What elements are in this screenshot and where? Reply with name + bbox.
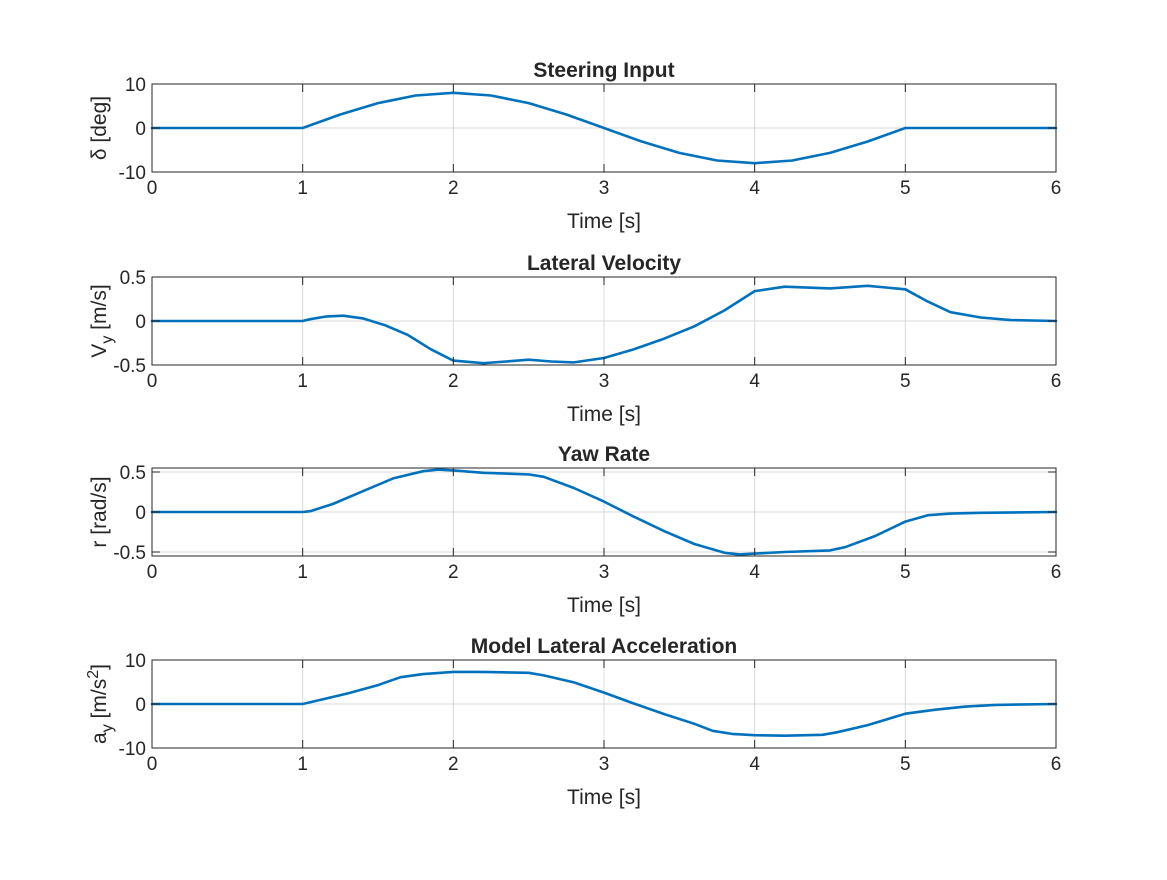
y-axis-label: r [rad/s] [88, 476, 111, 547]
y-tick-label: 0 [135, 312, 146, 333]
x-tick-label: 3 [599, 371, 610, 392]
x-tick-label: 2 [448, 178, 459, 199]
x-tick-label: 1 [297, 562, 308, 583]
y-tick-label: 10 [125, 651, 146, 672]
series-line [150, 670, 1058, 738]
y-tick-label: -10 [119, 163, 146, 184]
y-tick-label: 0.5 [120, 268, 146, 289]
x-tick-label: 1 [297, 371, 308, 392]
x-tick-label: 4 [749, 754, 760, 775]
x-tick-label: 5 [900, 562, 911, 583]
x-axis-label: Time [s] [567, 403, 641, 426]
x-tick-label: 2 [448, 754, 459, 775]
x-tick-label: 0 [147, 562, 158, 583]
x-tick-label: 5 [900, 754, 911, 775]
y-tick-label: 10 [125, 75, 146, 96]
x-tick-label: 1 [297, 754, 308, 775]
x-tick-label: 2 [448, 562, 459, 583]
x-tick-label: 6 [1051, 371, 1062, 392]
y-tick-label: -0.5 [113, 543, 146, 564]
y-axis-label: ay [m/s2] [85, 664, 116, 744]
subplot-title: Steering Input [533, 59, 674, 82]
y-tick-label: -10 [119, 739, 146, 760]
x-tick-label: 3 [599, 178, 610, 199]
y-tick-label: 0 [135, 119, 146, 140]
series-line [150, 468, 1058, 556]
x-tick-label: 0 [147, 371, 158, 392]
subplot-title: Model Lateral Acceleration [471, 635, 737, 658]
x-tick-label: 4 [749, 562, 760, 583]
x-tick-label: 4 [749, 371, 760, 392]
x-tick-label: 6 [1051, 562, 1062, 583]
series-line [150, 284, 1058, 365]
x-axis-label: Time [s] [567, 786, 641, 809]
x-tick-label: 1 [297, 178, 308, 199]
x-tick-label: 0 [147, 754, 158, 775]
x-tick-label: 6 [1051, 754, 1062, 775]
subplot-title: Yaw Rate [558, 443, 650, 466]
x-axis-label: Time [s] [567, 594, 641, 617]
y-tick-label: 0 [135, 695, 146, 716]
x-tick-label: 3 [599, 562, 610, 583]
y-axis-label: Vy [m/s] [88, 284, 116, 357]
subplot-title: Lateral Velocity [527, 252, 681, 275]
x-tick-label: 3 [599, 754, 610, 775]
x-tick-label: 6 [1051, 178, 1062, 199]
y-tick-label: 0.5 [120, 463, 146, 484]
series-line [150, 91, 1058, 165]
x-tick-label: 4 [749, 178, 760, 199]
x-tick-label: 5 [900, 178, 911, 199]
x-axis-label: Time [s] [567, 210, 641, 233]
x-tick-label: 0 [147, 178, 158, 199]
x-tick-label: 2 [448, 371, 459, 392]
y-axis-label: δ [deg] [88, 96, 111, 160]
x-tick-label: 5 [900, 371, 911, 392]
y-tick-label: -0.5 [113, 356, 146, 377]
y-tick-label: 0 [135, 503, 146, 524]
